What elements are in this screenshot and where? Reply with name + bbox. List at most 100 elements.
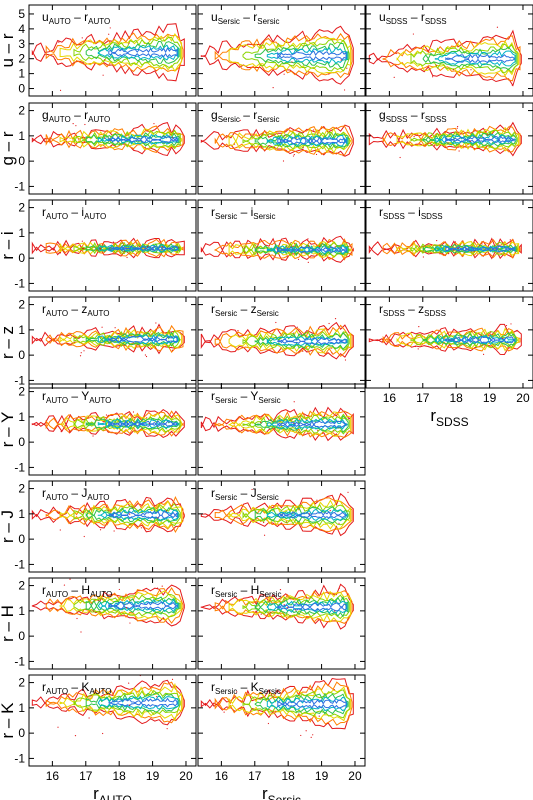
x-tick-label: 19 (146, 769, 160, 783)
contour-group (31, 578, 185, 633)
stray-point (147, 245, 149, 248)
contour-level-6 (266, 508, 348, 521)
stray-point (315, 153, 318, 156)
stray-point (54, 58, 56, 61)
stray-point (132, 411, 135, 413)
stray-point (284, 135, 286, 137)
contour-level-6 (266, 599, 348, 614)
contour-level-4 (410, 241, 518, 256)
stray-point (60, 431, 62, 433)
stray-point (165, 510, 167, 512)
stray-point (490, 331, 492, 333)
x-tick-label: 20 (179, 769, 193, 783)
panel-frame (197, 480, 366, 573)
contour-group (368, 26, 522, 87)
panel-label: rSersic – zSersic (211, 302, 279, 318)
contour-level-6 (97, 598, 179, 613)
x-tick-label: 19 (483, 391, 497, 405)
stray-point (293, 401, 295, 403)
y-tick-label: -1 (14, 179, 25, 193)
panel-label: uSDSS – rSDSS (379, 10, 447, 26)
stray-point (59, 251, 62, 254)
contour-level-2 (45, 410, 184, 437)
contour-level-5 (254, 595, 349, 618)
contour-group (200, 235, 354, 263)
stray-point (88, 717, 90, 719)
panel-label: rSersic – KSersic (211, 680, 281, 696)
stray-point (123, 250, 126, 252)
contour-level-2 (45, 324, 184, 353)
contour-level-4 (73, 593, 181, 618)
stray-point (156, 587, 159, 589)
stray-point (239, 119, 241, 121)
y-tick-label: 1 (18, 67, 25, 81)
panel-frame (197, 383, 366, 476)
y-tick-label: 2 (18, 52, 25, 66)
contour-level-7 (277, 510, 347, 519)
stray-point (63, 584, 66, 586)
contour-group (200, 25, 354, 91)
stray-point (58, 41, 60, 43)
stray-point (129, 622, 131, 624)
stray-point (279, 417, 281, 419)
contour-level-2 (214, 238, 353, 261)
stray-point (96, 249, 98, 251)
stray-point (300, 734, 302, 737)
stray-point (275, 711, 277, 713)
stray-point (69, 430, 71, 432)
contour-level-7 (107, 510, 178, 520)
panel-c0-r1: -1 0 1 2 gAUTO – rAUTO (14, 102, 197, 195)
panel-frame (197, 674, 366, 767)
y-tick-label: 0 (18, 435, 25, 449)
stray-point (63, 138, 66, 140)
stray-point (155, 696, 158, 698)
contour-level-7 (277, 419, 347, 429)
y-tick-label: -1 (14, 557, 25, 571)
panel-frame (365, 4, 533, 97)
stray-point (223, 711, 225, 713)
stray-point (295, 609, 297, 611)
stray-point (283, 73, 285, 75)
stray-point (290, 241, 292, 244)
stray-point (155, 69, 157, 72)
x-axis-label: rSersic (262, 784, 301, 800)
y-tick-label: 0 (18, 726, 25, 740)
contour-level-4 (242, 504, 350, 526)
stray-point (157, 517, 159, 519)
stray-point (346, 412, 348, 414)
stray-point (113, 530, 115, 532)
stray-point (452, 249, 454, 251)
panel-label: rSDSS – zSDSS (379, 302, 446, 318)
stray-point (260, 613, 262, 615)
panel-c1-r2: rSersic – iSersic (197, 199, 366, 292)
panel-frame (197, 199, 366, 292)
stray-point (155, 322, 157, 324)
stray-point (114, 327, 116, 329)
stray-point (318, 715, 320, 717)
contour-level-1 (200, 235, 354, 263)
stray-point (286, 246, 288, 248)
panel-frame (365, 102, 533, 195)
panel-c2-r0: uSDSS – rSDSS (365, 4, 533, 97)
panel-c0-r5: -1 0 1 2 rAUTO – JAUTO (14, 480, 197, 573)
contour-level-7 (108, 135, 178, 144)
contour-level-4 (242, 330, 350, 351)
stray-point (328, 322, 330, 325)
y-tick-label: -1 (14, 276, 25, 290)
contour-level-2 (214, 410, 353, 439)
contour-level-7 (445, 336, 515, 344)
stray-point (435, 64, 437, 66)
stray-point (302, 350, 304, 352)
panel-label: uAUTO – rAUTO (42, 10, 110, 26)
panel-c0-r4: -1 0 1 2 rAUTO – YAUTO (14, 383, 197, 476)
stray-point (84, 123, 86, 126)
stray-point (59, 89, 62, 91)
stray-point (447, 332, 449, 334)
contour-level-3 (59, 32, 183, 72)
stray-point (282, 160, 285, 162)
stray-point (103, 137, 106, 139)
stray-point (307, 238, 309, 240)
y-tick-label: 2 (18, 104, 25, 118)
stray-point (302, 147, 304, 149)
